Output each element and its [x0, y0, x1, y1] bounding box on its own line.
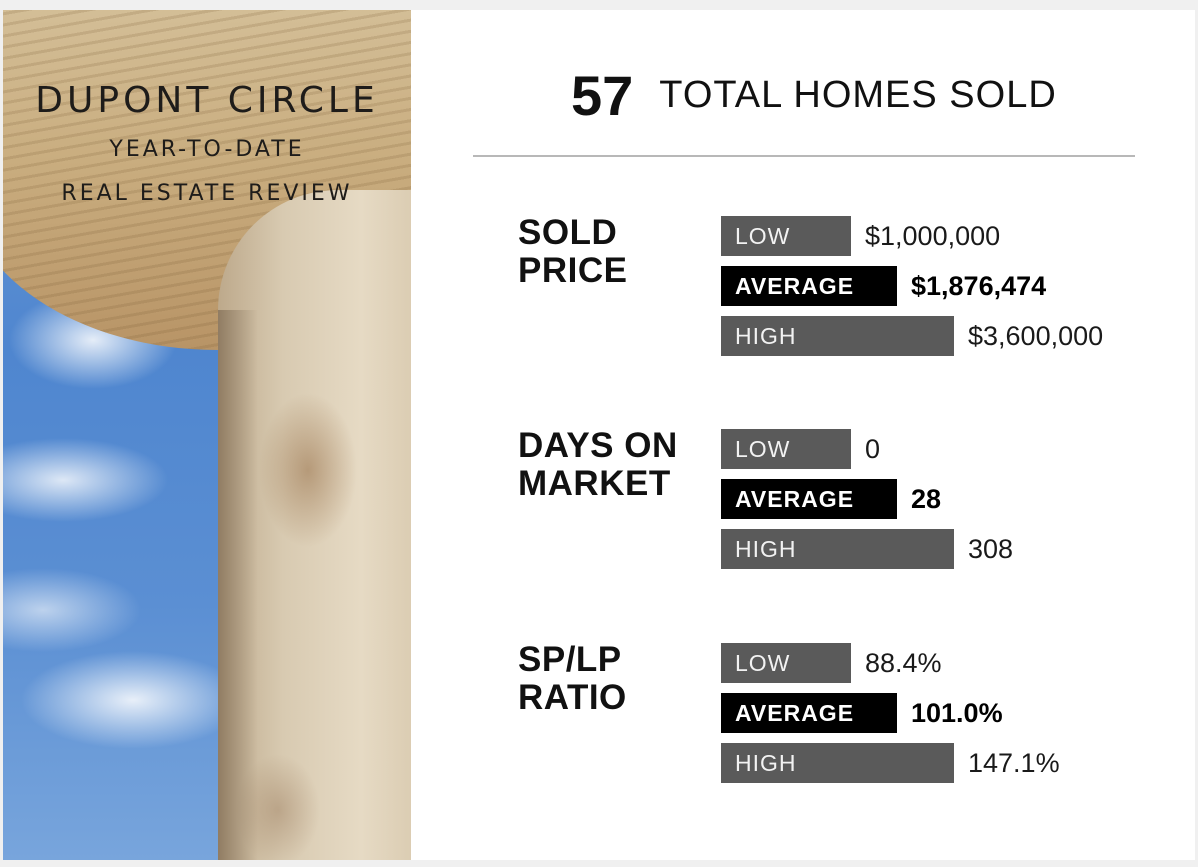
stat-row-average: AVERAGE 101.0%	[721, 693, 1003, 733]
high-value: 147.1%	[968, 747, 1060, 778]
low-value: 0	[865, 433, 881, 464]
stat-row-high: HIGH 147.1%	[721, 743, 1060, 783]
report-period: YEAR-TO-DATE	[109, 137, 305, 162]
cover-title: DUPONT CIRCLE YEAR-TO-DATE REAL ESTATE R…	[3, 74, 411, 216]
high-bar: HIGH	[721, 529, 954, 569]
average-bar: AVERAGE	[721, 266, 897, 306]
low-bar: LOW	[721, 429, 851, 469]
average-bar: AVERAGE	[721, 693, 897, 733]
neighborhood-name: DUPONT CIRCLE	[35, 80, 379, 121]
total-homes-label: TOTAL HOMES SOLD	[659, 73, 1057, 116]
cover-photo: DUPONT CIRCLE YEAR-TO-DATE REAL ESTATE R…	[3, 10, 411, 860]
total-homes-count: 57	[571, 63, 634, 127]
high-value: $3,600,000	[968, 320, 1104, 351]
low-value: $1,000,000	[865, 220, 1001, 251]
stat-group-sp-lp-ratio: SP/LP RATIO LOW 88.4% AVERAGE 101.0% HIG…	[518, 637, 1158, 797]
stat-label-sold-price: SOLD PRICE	[518, 213, 628, 290]
stats-panel: 57 TOTAL HOMES SOLD SOLD PRICE LOW $1,00…	[411, 10, 1195, 860]
stat-group-days-on-market: DAYS ON MARKET LOW 0 AVERAGE 28 HIGH 308	[518, 423, 1158, 583]
average-value: 101.0%	[911, 697, 1003, 728]
stat-row-average: AVERAGE $1,876,474	[721, 266, 1046, 306]
stat-group-sold-price: SOLD PRICE LOW $1,000,000 AVERAGE $1,876…	[518, 210, 1158, 370]
stat-label-sp-lp-ratio: SP/LP RATIO	[518, 640, 627, 717]
low-bar: LOW	[721, 216, 851, 256]
stat-label-days-on-market: DAYS ON MARKET	[518, 426, 678, 503]
high-bar: HIGH	[721, 743, 954, 783]
report-name: REAL ESTATE REVIEW	[61, 181, 353, 206]
high-bar: HIGH	[721, 316, 954, 356]
stat-row-low: LOW 88.4%	[721, 643, 942, 683]
stat-row-low: LOW $1,000,000	[721, 216, 1000, 256]
average-bar: AVERAGE	[721, 479, 897, 519]
stat-row-low: LOW 0	[721, 429, 880, 469]
low-value: 88.4%	[865, 647, 942, 678]
high-value: 308	[968, 533, 1014, 564]
stat-row-high: HIGH 308	[721, 529, 1013, 569]
stat-row-average: AVERAGE 28	[721, 479, 941, 519]
average-value: 28	[911, 483, 942, 514]
statue-shadow	[218, 310, 258, 860]
section-divider	[473, 155, 1135, 157]
total-homes-sold-headline: 57 TOTAL HOMES SOLD	[571, 62, 1057, 128]
stat-row-high: HIGH $3,600,000	[721, 316, 1103, 356]
average-value: $1,876,474	[911, 270, 1047, 301]
low-bar: LOW	[721, 643, 851, 683]
fountain-statue-image	[218, 190, 411, 860]
